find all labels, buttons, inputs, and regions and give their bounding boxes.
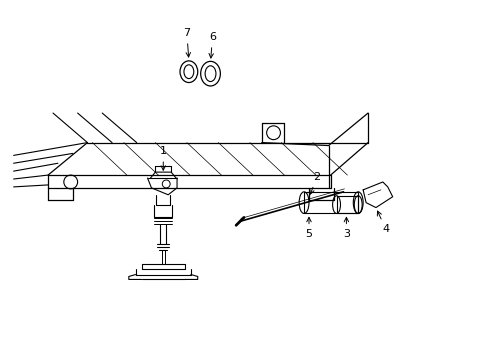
Text: 7: 7 [183, 28, 190, 57]
Text: 3: 3 [342, 217, 349, 239]
Text: 2: 2 [309, 172, 320, 194]
Text: 6: 6 [208, 32, 216, 58]
Text: 1: 1 [160, 147, 166, 170]
Text: 5: 5 [305, 217, 312, 239]
Text: 4: 4 [377, 211, 388, 234]
